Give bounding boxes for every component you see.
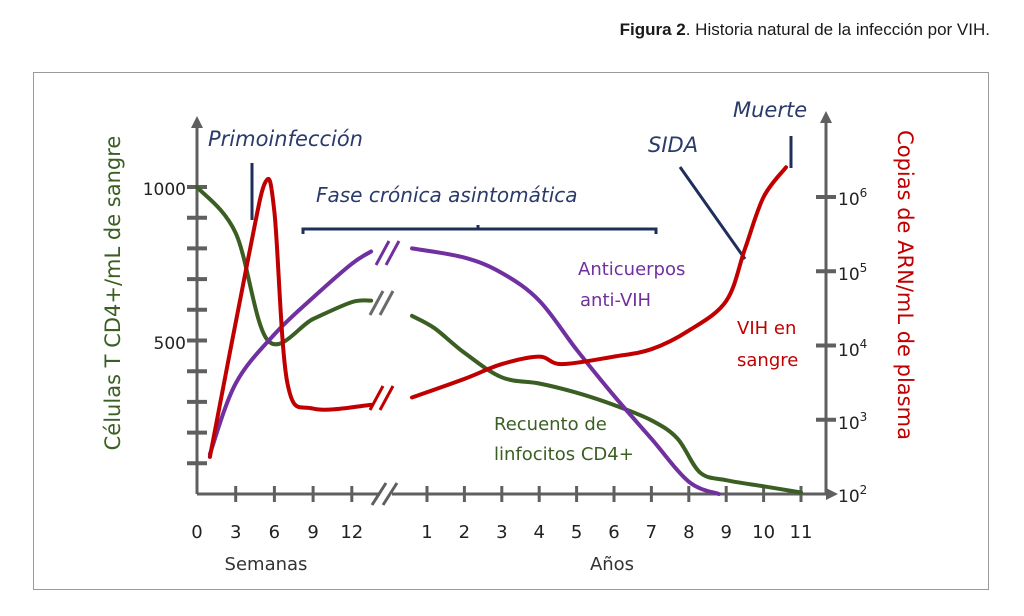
series-line-recuento-de-linfocitos-cd4--years xyxy=(410,313,803,495)
series-break-marks xyxy=(368,240,401,411)
antibody-break-2 xyxy=(384,240,401,266)
label-cd4-line1: Recuento de xyxy=(494,414,607,435)
x-tick-label-week: 3 xyxy=(230,522,241,543)
y-right-tick-label-1e6: 106 xyxy=(838,186,867,210)
x-ticks xyxy=(234,486,803,502)
x-tick-label-year: 5 xyxy=(571,522,582,543)
x-axis-break-mark-2 xyxy=(381,482,399,506)
chronic-phase-bracket xyxy=(301,225,658,234)
annotation-primoinfection: Primoinfección xyxy=(208,127,363,151)
right-y-axis-arrow xyxy=(820,111,832,123)
label-antibodies-line2: anti-VIH xyxy=(580,290,651,311)
x-tick-label-year: 9 xyxy=(720,522,731,543)
x-axis-arrow xyxy=(826,488,838,500)
caption-label: Figura 2 xyxy=(619,20,686,39)
annotation-chronic-phase: Fase crónica asintomática xyxy=(316,183,578,207)
annotation-sida: SIDA xyxy=(648,133,698,157)
y-left-tick-label-500: 500 xyxy=(154,334,186,354)
x-tick-label-year: 2 xyxy=(459,522,470,543)
y-left-tick-label-1000: 1000 xyxy=(143,180,186,200)
x-tick-label-week: 0 xyxy=(191,522,202,543)
chart-frame xyxy=(33,72,989,590)
series-line-anticuerpos-anti-vih-years xyxy=(410,246,721,496)
y-right-tick-label-1e4: 104 xyxy=(838,337,867,361)
x-tick-label-year: 8 xyxy=(683,522,694,543)
x-tick-labels: 0 3 6 9 12 1 2 3 4 5 6 7 8 9 10 11 xyxy=(191,522,812,543)
x-tick-label-year: 4 xyxy=(533,522,544,543)
y-right-tick-label-1e2: 102 xyxy=(838,483,867,507)
x-tick-label-week: 6 xyxy=(269,522,280,543)
y-right-tick-labels: 106 105 104 103 102 xyxy=(838,186,867,507)
series-line-anticuerpos-anti-vih-weeks xyxy=(207,249,374,457)
series-line-vih-en-sangre-weeks xyxy=(207,176,374,459)
x-tick-label-year: 7 xyxy=(646,522,657,543)
y-axis-left-title: Células T CD4+/mL de sangre xyxy=(101,136,125,451)
x-tick-label-year: 1 xyxy=(421,522,432,543)
virus-break-2 xyxy=(378,385,395,411)
series-line-vih-en-sangre-years xyxy=(410,165,788,400)
x-tick-label-year: 3 xyxy=(496,522,507,543)
y-right-tick-label-1e3: 103 xyxy=(838,410,867,434)
x-axis-label-weeks: Semanas xyxy=(225,554,308,575)
label-virus-line2: sangre xyxy=(737,350,798,371)
y-right-tick-label-1e5: 105 xyxy=(838,261,867,285)
annotation-death: Muerte xyxy=(733,98,807,122)
x-tick-label-year: 11 xyxy=(790,522,813,543)
virus-break-1 xyxy=(368,385,385,411)
x-axis-break-mark-1 xyxy=(370,482,388,506)
x-tick-label-year: 6 xyxy=(608,522,619,543)
x-tick-label-week: 9 xyxy=(307,522,318,543)
x-tick-label-year: 10 xyxy=(752,522,775,543)
series-line-recuento-de-linfocitos-cd4--weeks xyxy=(195,185,374,347)
figure-caption: Figura 2. Historia natural de la infecci… xyxy=(620,20,990,40)
cd4-break-1 xyxy=(368,290,385,316)
antibody-break-1 xyxy=(374,240,391,266)
caption-text: . Historia natural de la infección por V… xyxy=(685,20,990,39)
cd4-break-2 xyxy=(378,290,395,316)
label-cd4-line2: linfocitos CD4+ xyxy=(494,444,634,465)
label-virus-line1: VIH en xyxy=(737,318,796,339)
series-lines xyxy=(195,165,803,496)
x-tick-label-week: 12 xyxy=(340,522,363,543)
sida-marker xyxy=(678,166,747,260)
label-antibodies-line1: Anticuerpos xyxy=(578,259,685,280)
y-axis-right-title: Copias de ARN/mL de plasma xyxy=(893,130,917,440)
left-y-axis-arrow xyxy=(191,116,203,128)
x-axis-label-years: Años xyxy=(590,554,634,575)
right-y-ticks xyxy=(816,195,836,422)
